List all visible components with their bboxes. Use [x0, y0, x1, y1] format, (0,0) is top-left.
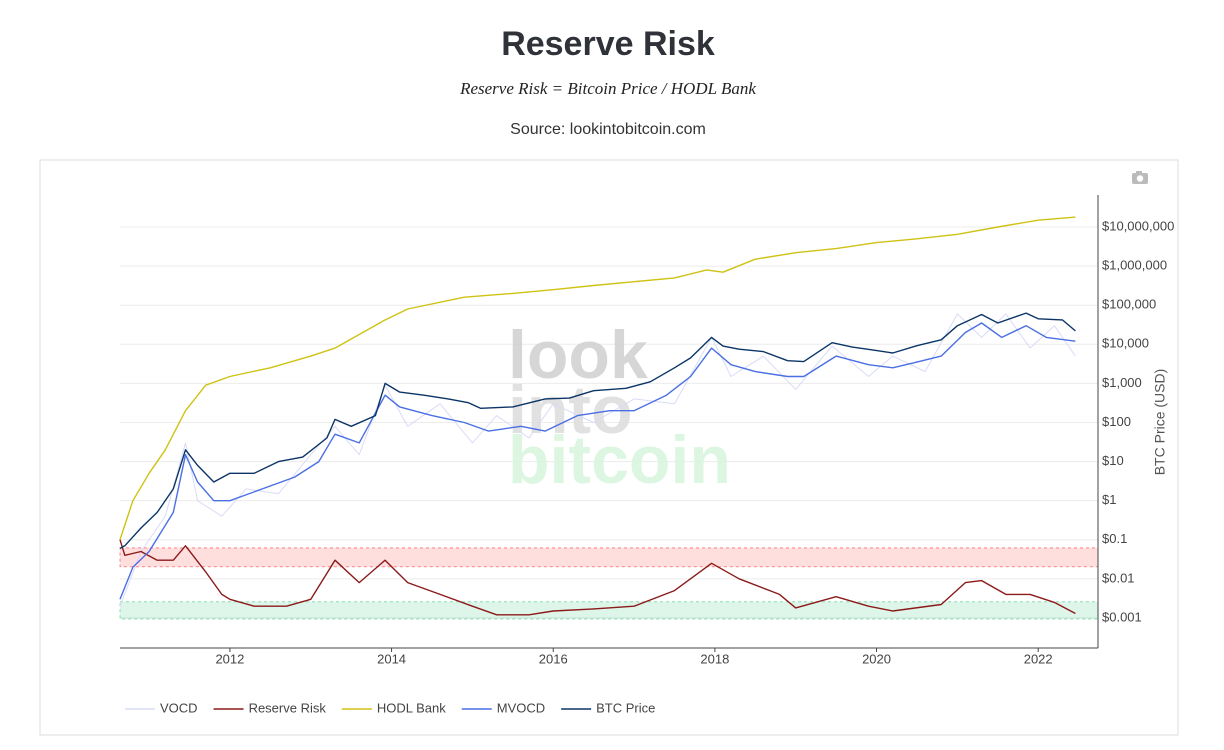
- legend-label: MVOCD: [497, 700, 545, 715]
- zone-band: [119, 547, 1099, 568]
- watermark: bitcoin: [508, 422, 731, 498]
- legend-label: VOCD: [160, 700, 198, 715]
- x-tick-label: 2018: [700, 651, 729, 666]
- y-tick-label: $10,000: [1102, 336, 1149, 351]
- y-tick-label: $0.01: [1102, 570, 1135, 585]
- series-line: [119, 216, 1076, 540]
- chart-title: Reserve Risk: [501, 25, 715, 63]
- legend-label: HODL Bank: [377, 700, 446, 715]
- chart-subtitle: Reserve Risk = Bitcoin Price / HODL Bank: [459, 79, 756, 98]
- y-tick-label: $1: [1102, 492, 1116, 507]
- zone-band: [119, 601, 1099, 620]
- y-tick-label: $10,000,000: [1102, 218, 1174, 233]
- legend-label: Reserve Risk: [249, 700, 327, 715]
- series-line: [119, 312, 1076, 550]
- legend-label: BTC Price: [596, 700, 655, 715]
- series-line: [119, 322, 1076, 600]
- y-tick-label: $1,000: [1102, 375, 1142, 390]
- y-tick-label: $0.1: [1102, 531, 1127, 546]
- frame: [39, 159, 1179, 736]
- source: Source: lookintobitcoin.com: [510, 121, 706, 138]
- watermark: into: [508, 372, 633, 448]
- x-tick-label: 2014: [377, 651, 406, 666]
- x-tick-label: 2022: [1024, 651, 1053, 666]
- series-line: [119, 539, 1076, 616]
- x-tick-label: 2020: [862, 651, 891, 666]
- y-axis-label: BTC Price (USD): [1152, 369, 1168, 476]
- y-tick-label: $100: [1102, 414, 1131, 429]
- y-tick-label: $100,000: [1102, 297, 1156, 312]
- x-tick-label: 2016: [539, 651, 568, 666]
- x-tick-label: 2012: [215, 651, 244, 666]
- y-tick-label: $0.001: [1102, 609, 1142, 624]
- y-tick-label: $1,000,000: [1102, 258, 1167, 273]
- watermark: look: [508, 317, 648, 393]
- y-tick-label: $10: [1102, 453, 1124, 468]
- camera-icon[interactable]: [1132, 171, 1148, 184]
